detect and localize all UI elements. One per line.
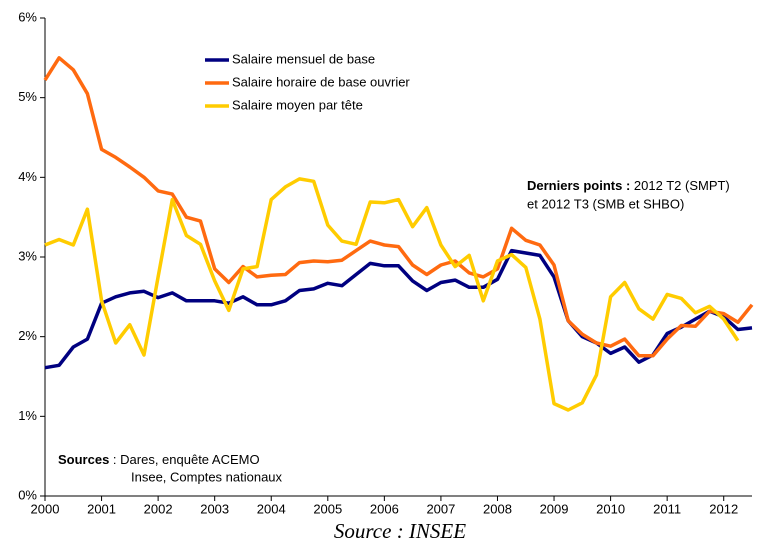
y-tick-label: 5% [18,89,37,104]
annotation-bold: Sources [58,452,109,467]
x-tick-label: 2008 [483,501,512,516]
x-tick-label: 2011 [653,501,681,516]
legend-label: Salaire mensuel de base [232,51,375,66]
y-tick-label: 0% [18,487,37,502]
x-tick-label: 2001 [87,501,116,516]
x-tick-label: 2005 [313,501,342,516]
x-tick-label: 2004 [257,501,286,516]
legend-label: Salaire moyen par tête [232,97,363,112]
y-tick-label: 2% [18,328,37,343]
x-tick-label: 2012 [709,501,738,516]
series-line [44,177,740,412]
annotation: et 2012 T3 (SMB et SHBO) [527,196,684,211]
series-line [43,56,754,358]
y-tick-label: 1% [18,408,37,423]
annotation: Insee, Comptes nationaux [131,469,283,484]
series-line [44,248,753,370]
y-tick-label: 6% [18,9,37,24]
x-tick-label: 2002 [144,501,173,516]
x-tick-label: 2000 [31,501,60,516]
source-caption: Source : INSEE [334,519,466,543]
y-tick-label: 3% [18,248,37,263]
annotation-text: 2012 T2 (SMPT) [630,178,729,193]
annotation-bold: Derniers points : [527,178,630,193]
x-tick-label: 2010 [596,501,625,516]
y-tick-label: 4% [18,169,37,184]
x-tick-label: 2003 [200,501,229,516]
x-tick-label: 2009 [540,501,569,516]
legend-label: Salaire horaire de base ouvrier [232,74,410,89]
annotation-text: : Dares, enquête ACEMO [109,452,259,467]
annotation: Sources : Dares, enquête ACEMO [58,452,260,467]
x-tick-label: 2007 [426,501,455,516]
x-tick-label: 2006 [370,501,399,516]
annotation: Derniers points : 2012 T2 (SMPT) [527,178,730,193]
